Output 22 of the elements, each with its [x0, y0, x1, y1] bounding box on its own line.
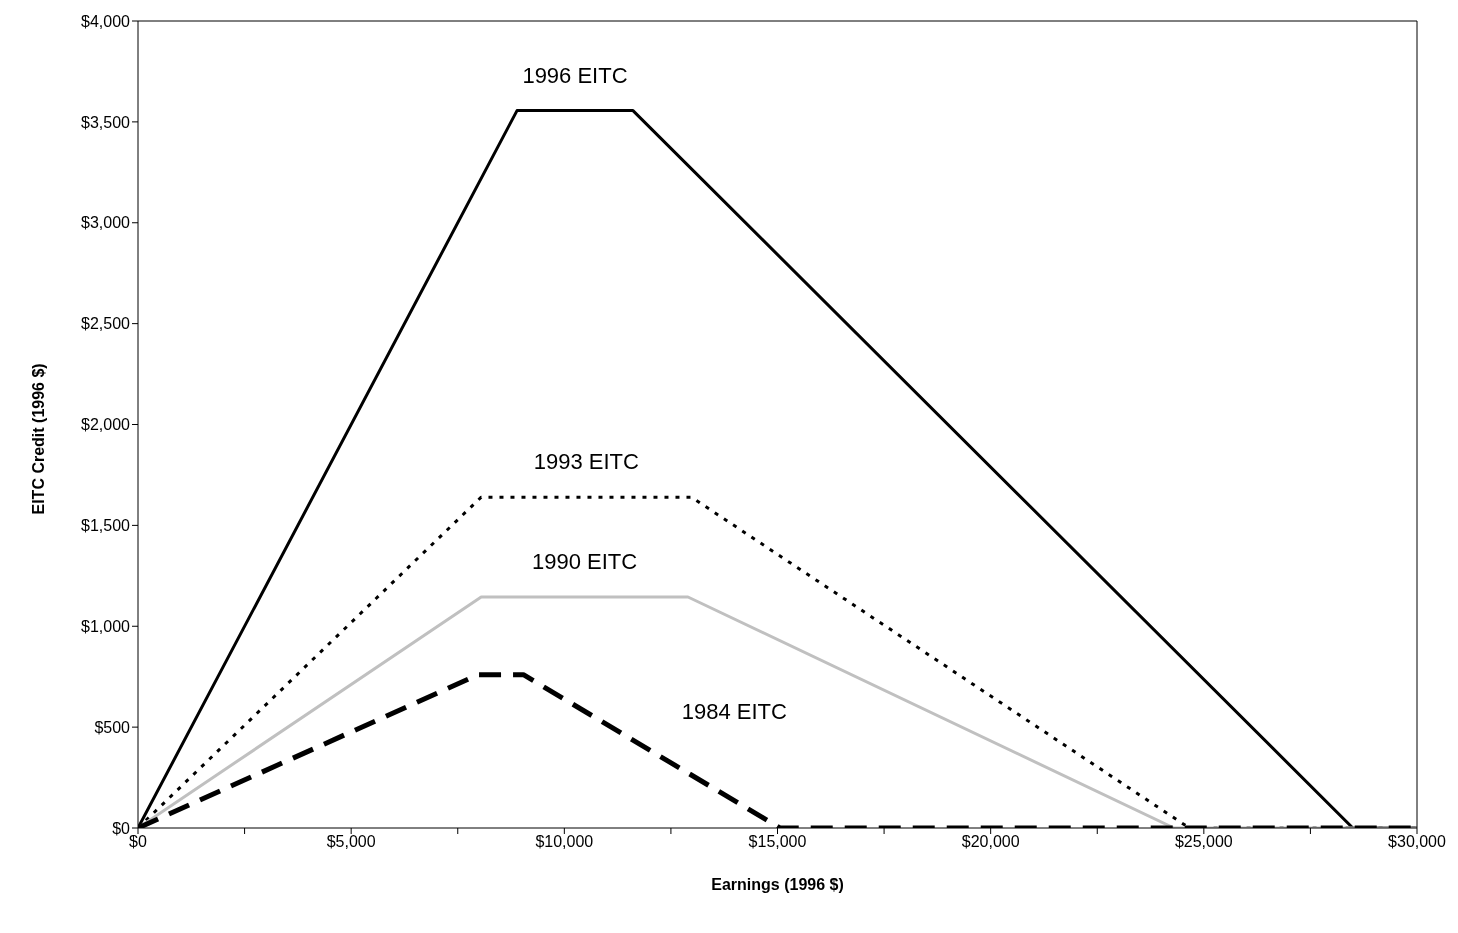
series-label: 1996 EITC: [522, 62, 628, 88]
x-tick-label: $25,000: [1174, 833, 1233, 851]
y-tick-label: $0: [112, 819, 131, 837]
y-tick-label: $2,500: [81, 315, 131, 333]
series-label: 1993 EITC: [533, 449, 639, 475]
y-tick-label: $3,000: [81, 214, 131, 232]
y-tick-label: $500: [94, 718, 131, 736]
y-tick-label: $1,000: [81, 617, 131, 635]
series-label: 1990 EITC: [532, 549, 638, 574]
y-tick-label: $1,500: [81, 517, 131, 535]
x-tick-label: $20,000: [961, 833, 1020, 851]
y-tick-label: $4,000: [81, 12, 131, 30]
y-tick-label: $3,500: [81, 113, 131, 131]
y-tick-label: $2,000: [81, 416, 131, 434]
x-tick-label: $15,000: [748, 833, 807, 851]
x-tick-label: $5,000: [326, 833, 376, 851]
x-tick-label: $30,000: [1388, 833, 1447, 851]
x-tick-label: $0: [129, 833, 147, 851]
x-axis-title: Earnings (1996 $): [711, 876, 844, 893]
y-axis-title: EITC Credit (1996 $): [29, 363, 47, 515]
series-label: 1984 EITC: [681, 699, 788, 725]
x-tick-label: $10,000: [535, 833, 594, 851]
